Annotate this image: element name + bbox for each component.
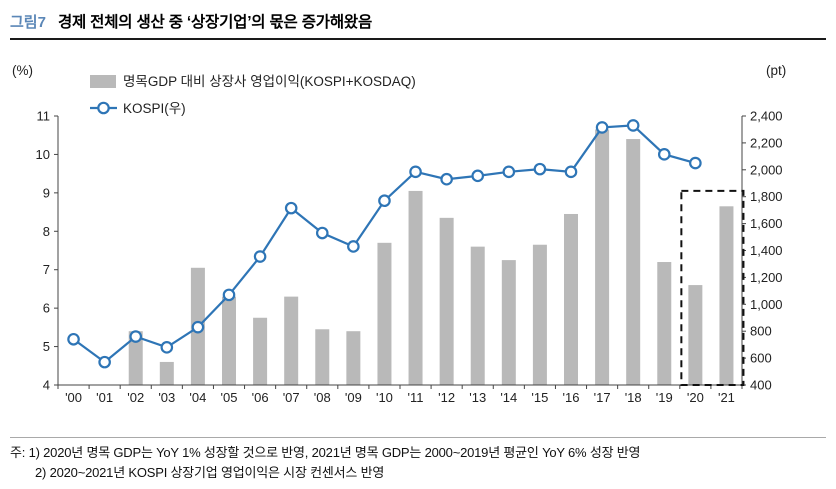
- right-axis-unit: (pt): [766, 63, 786, 78]
- x-tick-label: '07: [283, 390, 300, 405]
- bar-'07: [284, 296, 299, 385]
- left-tick-label: 11: [37, 109, 51, 124]
- bar-'15: [532, 244, 547, 385]
- legend-bar-label: 명목GDP 대비 상장사 영업이익(KOSPI+KOSDAQ): [123, 74, 416, 89]
- left-tick-label: 6: [43, 301, 50, 316]
- left-tick-label: 10: [36, 147, 50, 162]
- left-tick-label: 9: [43, 185, 50, 200]
- x-tick-label: '09: [345, 390, 362, 405]
- legend-line-label: KOSPI(우): [123, 101, 186, 116]
- highlight-box-2020-2021: [680, 189, 745, 386]
- bar-'12: [439, 217, 454, 385]
- x-tick-label: '02: [127, 390, 144, 405]
- right-tick-label: 2,400: [750, 109, 783, 124]
- right-tick-label: 1,400: [750, 243, 783, 258]
- kospi-marker: [160, 341, 174, 354]
- kospi-marker: [347, 240, 360, 253]
- kospi-marker: [253, 250, 267, 263]
- kospi-marker: [502, 165, 516, 179]
- x-tick-label: '17: [594, 390, 611, 405]
- footnotes: 주: 1) 2020년 명목 GDP는 YoY 1% 성장할 것으로 반영, 2…: [10, 443, 830, 483]
- right-tick-label: 2,200: [750, 135, 783, 150]
- kospi-marker: [471, 169, 485, 183]
- x-tick-label: '13: [469, 390, 486, 405]
- kospi-marker: [564, 165, 578, 179]
- bar-'19: [657, 262, 672, 385]
- kospi-marker: [98, 355, 111, 369]
- bar-'20: [688, 285, 703, 385]
- left-tick-label: 4: [43, 378, 50, 393]
- legend-line-marker: [97, 101, 110, 115]
- bar-'13: [470, 246, 485, 385]
- x-tick-label: '11: [408, 390, 424, 405]
- kospi-marker: [378, 194, 391, 208]
- kospi-marker: [129, 330, 143, 343]
- right-tick-label: 1,000: [750, 297, 783, 312]
- right-tick-label: 2,000: [750, 162, 783, 177]
- x-tick-label: '05: [221, 390, 238, 405]
- bar-'21: [719, 206, 734, 385]
- kospi-marker: [440, 172, 453, 186]
- x-tick-label: '12: [438, 390, 455, 405]
- x-tick-label: '04: [189, 390, 206, 405]
- footnote-divider: [10, 437, 826, 438]
- left-axis-unit: (%): [12, 63, 33, 78]
- gdp-vs-kospi-combo-chart: 4 5 6 7 8 9 10 11 400 600 800 1,000 1,200 1,400 1,600 1…: [12, 63, 786, 405]
- kospi-marker: [626, 119, 640, 132]
- right-tick-label: 1,800: [750, 189, 783, 204]
- figure-title: 경제 전체의 생산 중 ‘상장기업’의 몫은 증가해왔음: [57, 14, 373, 31]
- bar-'14: [501, 260, 516, 385]
- bar-'02: [128, 331, 143, 385]
- bar-'10: [377, 242, 392, 385]
- x-tick-label: '00: [65, 390, 82, 405]
- chart-area: 4 5 6 7 8 9 10 11 400 600 800 1,000 1,200 1,400 1,600 1…: [10, 58, 826, 430]
- x-tick-label: '01: [96, 390, 113, 405]
- right-tick-label: 800: [750, 324, 772, 339]
- figure-header: 그림7 경제 전체의 생산 중 ‘상장기업’의 몫은 증가해왔음: [10, 10, 826, 32]
- bar-'05: [222, 296, 236, 385]
- x-tick-label: '18: [625, 390, 642, 405]
- right-tick-label: 1,200: [750, 270, 783, 285]
- right-tick-label: 600: [750, 351, 772, 366]
- left-tick-label: 7: [43, 262, 50, 277]
- kospi-marker: [315, 226, 329, 240]
- x-tick-label: '20: [687, 390, 704, 405]
- x-tick-label: '03: [158, 390, 175, 405]
- x-tick-label: '16: [563, 390, 580, 405]
- bar-'09: [346, 331, 361, 385]
- right-tick-label: 1,600: [750, 216, 783, 231]
- x-tick-label: '06: [252, 390, 269, 405]
- kospi-marker: [67, 332, 80, 346]
- left-tick-label: 5: [43, 339, 50, 354]
- title-divider: [10, 38, 826, 40]
- figure-label: 그림7: [10, 14, 46, 31]
- footnote-line-2: 2) 2020~2021년 KOSPI 상장기업 영업이익은 시장 컨센서스 반…: [35, 465, 385, 481]
- left-tick-label: 8: [43, 224, 50, 239]
- kospi-marker: [533, 162, 547, 176]
- bar-'03: [159, 361, 174, 385]
- right-tick-label: 400: [750, 378, 772, 393]
- kospi-marker: [689, 156, 702, 170]
- footnote-line-1: 주: 1) 2020년 명목 GDP는 YoY 1% 성장할 것으로 반영, 2…: [10, 445, 641, 460]
- bar-'16: [564, 213, 578, 385]
- bar-'06: [253, 317, 268, 385]
- kospi-marker: [284, 201, 298, 215]
- bar-'11: [408, 190, 423, 385]
- kospi-marker: [409, 165, 422, 179]
- x-tick-label: '08: [314, 390, 331, 405]
- x-tick-label: '10: [376, 390, 393, 405]
- bar-'08: [315, 329, 330, 385]
- legend-bar-swatch: [90, 75, 116, 88]
- kospi-marker: [191, 320, 205, 334]
- bar-'18: [626, 139, 641, 385]
- kospi-marker: [222, 288, 236, 302]
- x-tick-label: '15: [531, 390, 548, 405]
- bar-'17: [595, 129, 610, 385]
- kospi-marker: [657, 148, 671, 161]
- x-tick-label: '21: [718, 390, 735, 405]
- x-tick-label: '19: [656, 390, 673, 405]
- kospi-marker: [595, 121, 609, 134]
- x-tick-label: '14: [500, 390, 517, 405]
